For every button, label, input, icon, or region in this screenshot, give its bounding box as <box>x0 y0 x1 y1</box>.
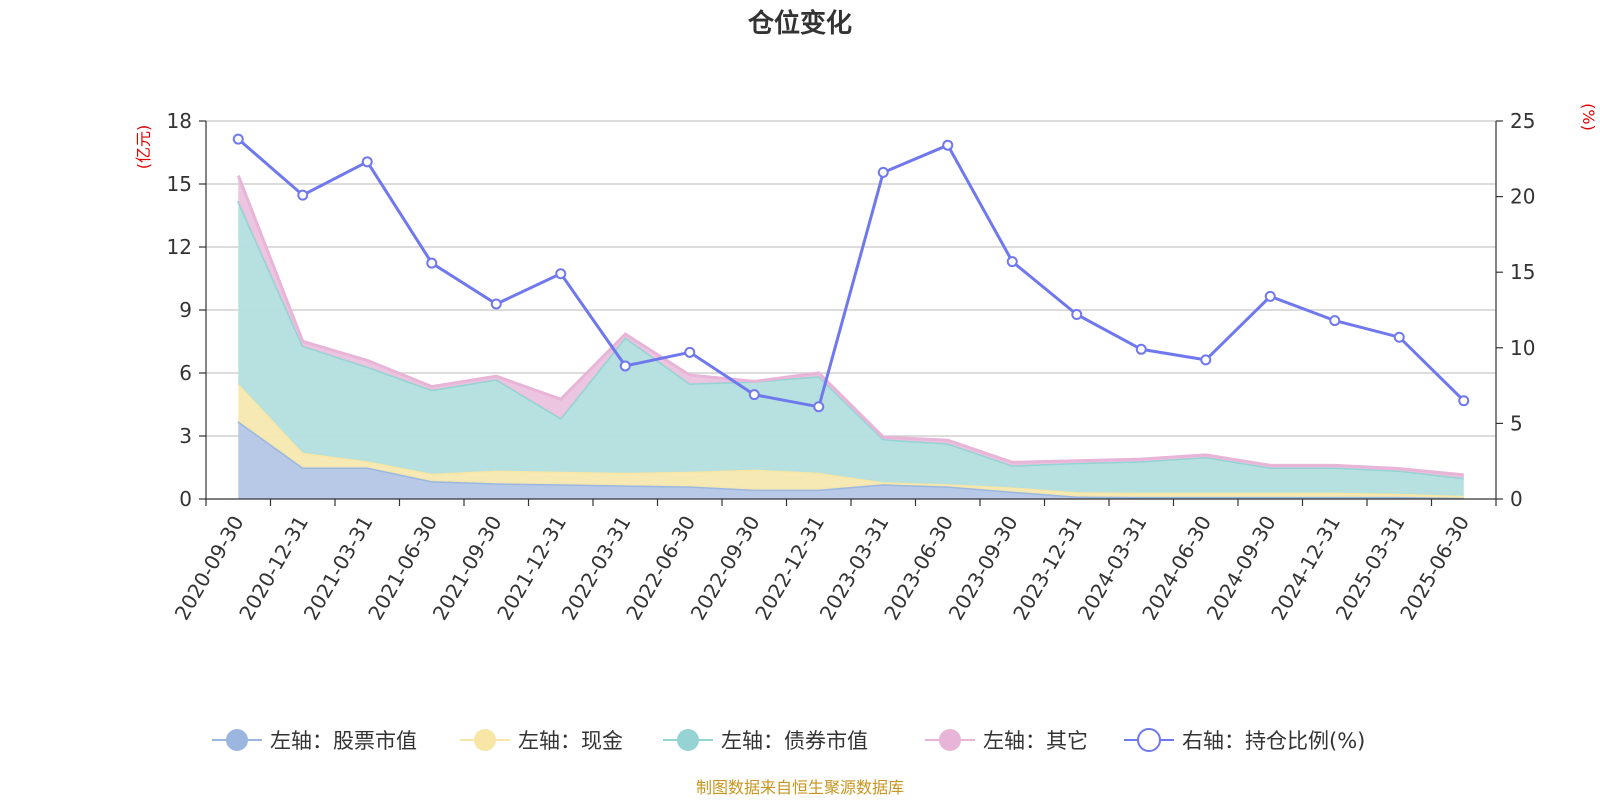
chart-title: 仓位变化 <box>747 8 852 39</box>
ratio-point <box>426 257 438 269</box>
right-tick-label: 15 <box>1510 260 1535 284</box>
legend: 左轴：股票市值 左轴：现金 左轴：债券市值 左轴：其它 右轴：持仓比例(%) <box>212 728 1365 753</box>
ratio-point <box>684 346 696 358</box>
area-series-3 <box>238 175 1464 478</box>
area-series-0 <box>238 421 1464 499</box>
ratio-point <box>297 189 309 201</box>
ratio-point <box>1200 354 1212 366</box>
legend-marker-icon <box>939 729 961 751</box>
right-axis-unit-label: (%) <box>1579 103 1598 131</box>
ratio-point <box>1006 256 1018 268</box>
area-series-2 <box>238 200 1464 496</box>
right-tick-label: 10 <box>1510 336 1535 360</box>
legend-label: 右轴：持仓比例(%) <box>1182 729 1365 753</box>
legend-label: 左轴：债券市值 <box>721 729 868 753</box>
legend-item-4[interactable]: 右轴：持仓比例(%) <box>1124 728 1365 753</box>
ratio-point <box>1393 331 1405 343</box>
legend-label: 左轴：股票市值 <box>270 729 417 753</box>
legend-label: 左轴：其它 <box>983 729 1088 753</box>
legend-item-1[interactable]: 左轴：现金 <box>460 729 623 753</box>
ratio-point <box>1458 395 1470 407</box>
left-axis-unit-label: (亿元) <box>134 125 153 170</box>
legend-item-0[interactable]: 左轴：股票市值 <box>212 729 417 753</box>
ratio-point <box>490 298 502 310</box>
source-note: 制图数据来自恒生聚源数据库 <box>696 778 904 797</box>
ratio-point <box>877 166 889 178</box>
legend-marker-icon <box>226 729 248 751</box>
ratio-point <box>748 389 760 401</box>
ratio-point <box>361 156 373 168</box>
ratio-point <box>1135 343 1147 355</box>
ratio-line-layer <box>232 133 1470 413</box>
ratio-point <box>619 360 631 372</box>
left-tick-label: 3 <box>179 424 192 448</box>
ratio-point <box>1264 290 1276 302</box>
left-tick-label: 12 <box>167 235 192 259</box>
ratio-point <box>813 401 825 413</box>
legend-marker-icon <box>1137 728 1161 752</box>
legend-marker-icon <box>677 729 699 751</box>
left-tick-label: 9 <box>179 298 192 322</box>
ratio-line <box>237 137 1465 409</box>
stacked-areas <box>236 175 1464 500</box>
legend-label: 左轴：现金 <box>518 729 623 753</box>
right-tick-label: 5 <box>1510 411 1523 435</box>
right-tick-label: 25 <box>1510 109 1535 133</box>
area-edge-series-3 <box>236 175 1464 477</box>
ratio-point <box>942 139 954 151</box>
legend-item-3[interactable]: 左轴：其它 <box>925 729 1088 753</box>
ratio-point <box>555 268 567 280</box>
ratio-point <box>1071 309 1083 321</box>
left-tick-label: 0 <box>179 487 192 511</box>
right-tick-label: 20 <box>1510 185 1535 209</box>
left-tick-label: 6 <box>179 361 192 385</box>
ratio-point <box>1329 315 1341 327</box>
left-tick-label: 18 <box>167 109 192 133</box>
x-tick-label: 2025-06-30 <box>1395 512 1474 625</box>
left-tick-label: 15 <box>167 172 192 196</box>
ratio-point <box>232 133 244 145</box>
legend-marker-icon <box>474 729 496 751</box>
legend-item-2[interactable]: 左轴：债券市值 <box>663 729 868 753</box>
right-tick-label: 0 <box>1510 487 1523 511</box>
